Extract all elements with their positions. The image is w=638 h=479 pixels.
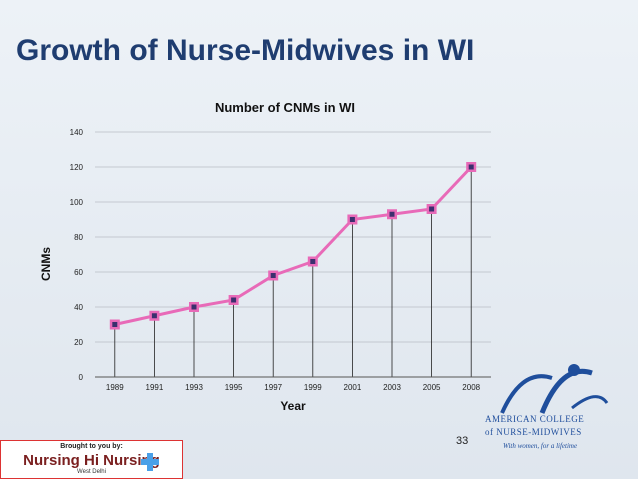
x-tick-label: 2005 (423, 383, 441, 392)
x-tick-label: 1991 (146, 383, 164, 392)
y-tick-label: 140 (70, 128, 84, 137)
y-tick-label: 100 (70, 198, 84, 207)
data-point (468, 164, 474, 170)
logo-swoosh-icon (500, 364, 609, 414)
footer-badge: Brought to you by: Nursing Hi Nursing We… (0, 440, 183, 479)
x-axis-label: Year (280, 399, 306, 413)
badge-main-text: Nursing Hi Nursing (23, 452, 160, 469)
y-tick-label: 40 (74, 303, 83, 312)
data-point (231, 297, 237, 303)
x-tick-label: 2001 (344, 383, 362, 392)
logo-tagline: With women, for a lifetime (503, 442, 578, 450)
y-tick-label: 60 (74, 268, 83, 277)
x-tick-label: 1989 (106, 383, 124, 392)
x-tick-label: 2003 (383, 383, 401, 392)
data-point (310, 259, 316, 264)
medical-cross-icon (141, 453, 159, 471)
y-tick-label: 20 (74, 338, 83, 347)
series-layer (109, 162, 477, 330)
drop-lines (114, 167, 472, 377)
data-point (389, 211, 395, 217)
x-tick-label: 1993 (185, 383, 203, 392)
slide-title: Growth of Nurse-Midwives in WI (16, 34, 475, 67)
data-point (270, 273, 276, 278)
data-point (429, 206, 435, 212)
data-point (191, 304, 197, 310)
x-tick-label: 2008 (462, 383, 480, 392)
x-tick-label: 1995 (225, 383, 243, 392)
badge-top-text: Brought to you by: (60, 443, 123, 450)
y-axis-label: CNMs (39, 247, 53, 281)
acnm-logo: AMERICAN COLLEGE of NURSE-MIDWIVES With … (482, 358, 632, 458)
grid-lines (95, 131, 491, 343)
series-line (114, 165, 473, 326)
logo-line2: of NURSE-MIDWIVES (485, 427, 582, 437)
x-tick-label: 1997 (264, 383, 282, 392)
x-tick-label: 1999 (304, 383, 322, 392)
page-number: 33 (456, 435, 469, 447)
logo-line1: AMERICAN COLLEGE (485, 414, 585, 424)
chart-title: Number of CNMs in WI (215, 100, 355, 115)
y-tick-label: 0 (79, 373, 84, 382)
y-tick-label: 80 (74, 233, 83, 242)
data-point (349, 217, 355, 222)
data-point (112, 322, 118, 327)
y-tick-label: 120 (70, 163, 84, 172)
tick-labels: 0 20 40 60 80 100 120 140 1989 1991 1993 1995 1997 19… (70, 128, 481, 392)
badge-sub-text: West Delhi (77, 469, 106, 475)
data-point (151, 313, 157, 319)
